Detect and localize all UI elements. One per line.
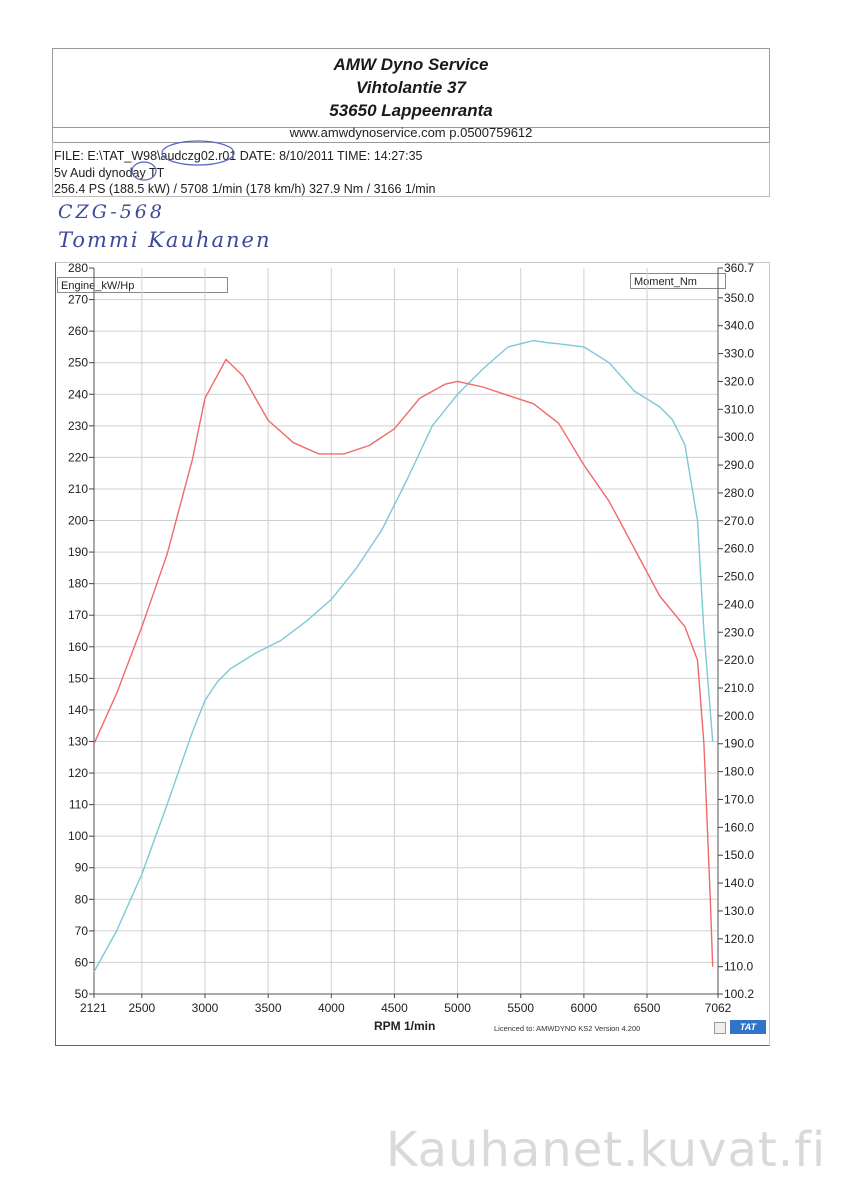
x-tick-label: 5000 — [444, 1001, 471, 1015]
left-tick-label: 140 — [68, 703, 88, 717]
right-tick-label: 200.0 — [724, 709, 754, 723]
x-tick-label: 3000 — [192, 1001, 219, 1015]
pen-circle-icon — [131, 161, 157, 181]
company-name: AMW Dyno Service — [333, 55, 489, 74]
pen-circle-icon — [161, 140, 235, 166]
x-tick-label: 6000 — [571, 1001, 598, 1015]
run-info: FILE: E:\TAT_W98\audczg02.r01 DATE: 8/10… — [52, 142, 770, 197]
legend-torque: Moment_Nm — [630, 273, 726, 289]
right-tick-label: 210.0 — [724, 681, 754, 695]
left-tick-label: 220 — [68, 450, 88, 464]
left-tick-label: 270 — [68, 293, 88, 307]
x-tick-label: 2121 — [80, 1001, 107, 1015]
x-tick-label: 7062 — [705, 1001, 732, 1015]
report-header: AMW Dyno Service Vihtolantie 37 53650 La… — [52, 48, 770, 128]
left-tick-label: 160 — [68, 640, 88, 654]
x-axis-title: RPM 1/min — [374, 1019, 436, 1033]
right-tick-label: 150.0 — [724, 848, 754, 862]
right-tick-label: 350.0 — [724, 291, 754, 305]
left-tick-label: 50 — [75, 987, 89, 1001]
left-tick-label: 210 — [68, 482, 88, 496]
right-tick-label: 360.7 — [724, 261, 754, 275]
x-tick-label: 3500 — [255, 1001, 282, 1015]
right-tick-label: 260.0 — [724, 542, 754, 556]
x-tick-label: 4500 — [381, 1001, 408, 1015]
left-tick-label: 130 — [68, 734, 88, 748]
right-tick-label: 220.0 — [724, 653, 754, 667]
left-tick-label: 60 — [75, 955, 89, 969]
right-tick-label: 170.0 — [724, 792, 754, 806]
plate-handwriting: CZG-568 — [58, 201, 165, 223]
left-tick-label: 250 — [68, 356, 88, 370]
x-tick-label: 6500 — [634, 1001, 661, 1015]
left-tick-label: 280 — [68, 261, 88, 275]
left-tick-label: 240 — [68, 387, 88, 401]
x-axis-ticks: 2121 2500 3000 3500 4000 4500 5000 5500 6000 6500… — [80, 994, 732, 1015]
left-tick-label: 200 — [68, 514, 88, 528]
left-tick-label: 100 — [68, 829, 88, 843]
x-tick-label: 2500 — [129, 1001, 156, 1015]
right-tick-label: 340.0 — [724, 319, 754, 333]
right-tick-label: 110.0 — [724, 960, 753, 974]
legend-power: Engine_kW/Hp — [57, 277, 228, 293]
right-tick-label: 180.0 — [724, 765, 754, 779]
power-curve — [93, 339, 714, 973]
owner-handwriting: Tommi Kauhanen — [58, 228, 272, 252]
left-tick-label: 170 — [68, 608, 88, 622]
right-tick-label: 160.0 — [724, 820, 754, 834]
grid-lines — [93, 268, 719, 995]
left-tick-label: 230 — [68, 419, 88, 433]
dyno-plot-frame — [55, 262, 770, 1046]
left-tick-label: 70 — [75, 924, 89, 938]
right-tick-label: 310.0 — [724, 402, 754, 416]
right-tick-label: 320.0 — [724, 374, 754, 388]
left-axis-ticks: 280 270 260 250 240 230 220 210 200 190 180 170 160 1… — [68, 261, 94, 1001]
right-tick-label: 100.2 — [724, 987, 754, 1001]
right-tick-label: 190.0 — [724, 737, 754, 751]
right-tick-label: 330.0 — [724, 347, 754, 361]
company-street: Vihtolantie 37 — [356, 78, 466, 97]
right-tick-label: 120.0 — [724, 932, 754, 946]
right-tick-label: 140.0 — [724, 876, 754, 890]
scroll-corner — [714, 1022, 726, 1034]
left-tick-label: 180 — [68, 577, 88, 591]
x-tick-label: 5500 — [507, 1001, 534, 1015]
tat-logo: TAT — [730, 1020, 766, 1034]
right-tick-label: 270.0 — [724, 514, 754, 528]
left-tick-label: 190 — [68, 545, 88, 559]
torque-curve — [93, 358, 714, 967]
right-tick-label: 290.0 — [724, 458, 754, 472]
x-tick-label: 4000 — [318, 1001, 345, 1015]
left-tick-label: 120 — [68, 766, 88, 780]
series-lines — [93, 339, 714, 973]
result-line: 256.4 PS (188.5 kW) / 5708 1/min (178 km… — [54, 182, 436, 196]
website-line: www.amwdynoservice.com p.0500759612 — [52, 124, 770, 143]
right-tick-label: 300.0 — [724, 430, 754, 444]
car-line: 5v Audi dynoday TT — [54, 166, 165, 180]
right-axis-ticks: 360.7 350.0 340.0 330.0 320.0 310.0 300.0 290.0… — [718, 261, 754, 1001]
left-tick-label: 110 — [69, 798, 88, 812]
left-tick-label: 260 — [68, 324, 88, 338]
licence-text: Licenced to: AMWDYNO KS2 Version 4.200 — [494, 1024, 641, 1033]
company-city: 53650 Lappeenranta — [329, 101, 493, 120]
left-tick-label: 150 — [68, 671, 88, 685]
left-tick-label: 80 — [75, 892, 89, 906]
right-tick-label: 250.0 — [724, 570, 754, 584]
file-line: FILE: E:\TAT_W98\audczg02.r01 DATE: 8/10… — [54, 149, 423, 163]
right-tick-label: 280.0 — [724, 486, 754, 500]
right-tick-label: 240.0 — [724, 597, 754, 611]
left-tick-label: 90 — [75, 861, 89, 875]
right-tick-label: 130.0 — [724, 904, 754, 918]
watermark: Kauhanet.kuvat.fi — [386, 1122, 827, 1178]
right-tick-label: 230.0 — [724, 625, 754, 639]
